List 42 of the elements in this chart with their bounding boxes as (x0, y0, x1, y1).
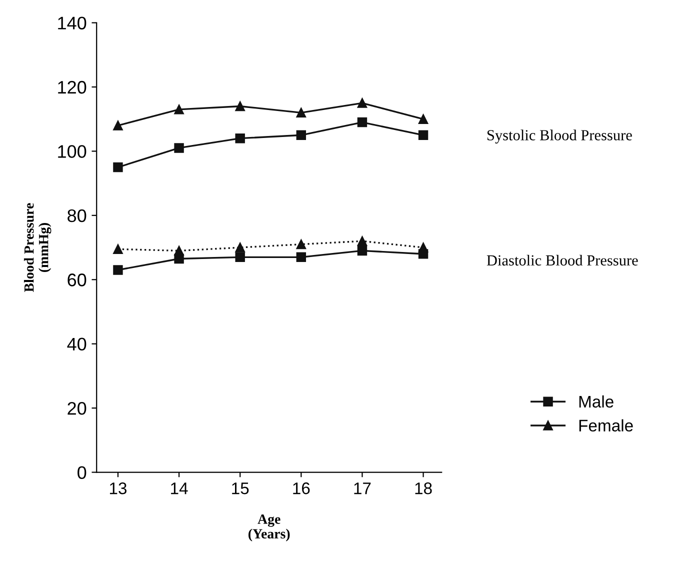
point (113, 265, 123, 275)
x-tick-label: 17 (354, 482, 371, 494)
point (418, 114, 428, 124)
y-tick-label: 120 (58, 80, 86, 94)
legend-label: Male (579, 395, 614, 408)
point (113, 162, 123, 172)
text: Diastolic Blood Pressure (486, 254, 638, 266)
y-tick-label: 20 (68, 402, 86, 415)
point (296, 239, 306, 250)
point (418, 242, 428, 252)
point (174, 104, 184, 114)
point (357, 98, 368, 108)
y-axis-title: Blood Pressure (mmHg) (24, 203, 52, 292)
point (357, 246, 368, 256)
y-tick-label: 140 (58, 16, 86, 30)
point (235, 133, 245, 144)
point (174, 143, 184, 153)
point (174, 246, 184, 256)
x-axis-title: Age (Years) (248, 514, 290, 542)
x-tick-label: 18 (415, 482, 432, 494)
x-tick-label: 16 (293, 482, 310, 494)
point (357, 236, 368, 246)
legend-label: Female (579, 419, 633, 432)
y-tick-label: 60 (68, 274, 86, 286)
point (418, 130, 428, 140)
y-tick-label: 0 (78, 466, 86, 479)
point (235, 252, 245, 262)
x-tick-label: 14 (171, 482, 188, 494)
point (235, 101, 245, 112)
text: Systolic Blood Pressure (487, 130, 632, 144)
y-tick-label: 100 (58, 145, 86, 158)
point (113, 120, 123, 130)
y-tick-label: 80 (68, 209, 86, 222)
point (113, 244, 123, 254)
point (296, 130, 306, 140)
x-tick-label: 13 (110, 482, 127, 494)
point (357, 117, 368, 128)
point (296, 108, 306, 118)
point (296, 252, 306, 262)
point (235, 242, 245, 252)
x-tick-label: 15 (232, 482, 249, 494)
y-tick-label: 40 (67, 338, 86, 351)
